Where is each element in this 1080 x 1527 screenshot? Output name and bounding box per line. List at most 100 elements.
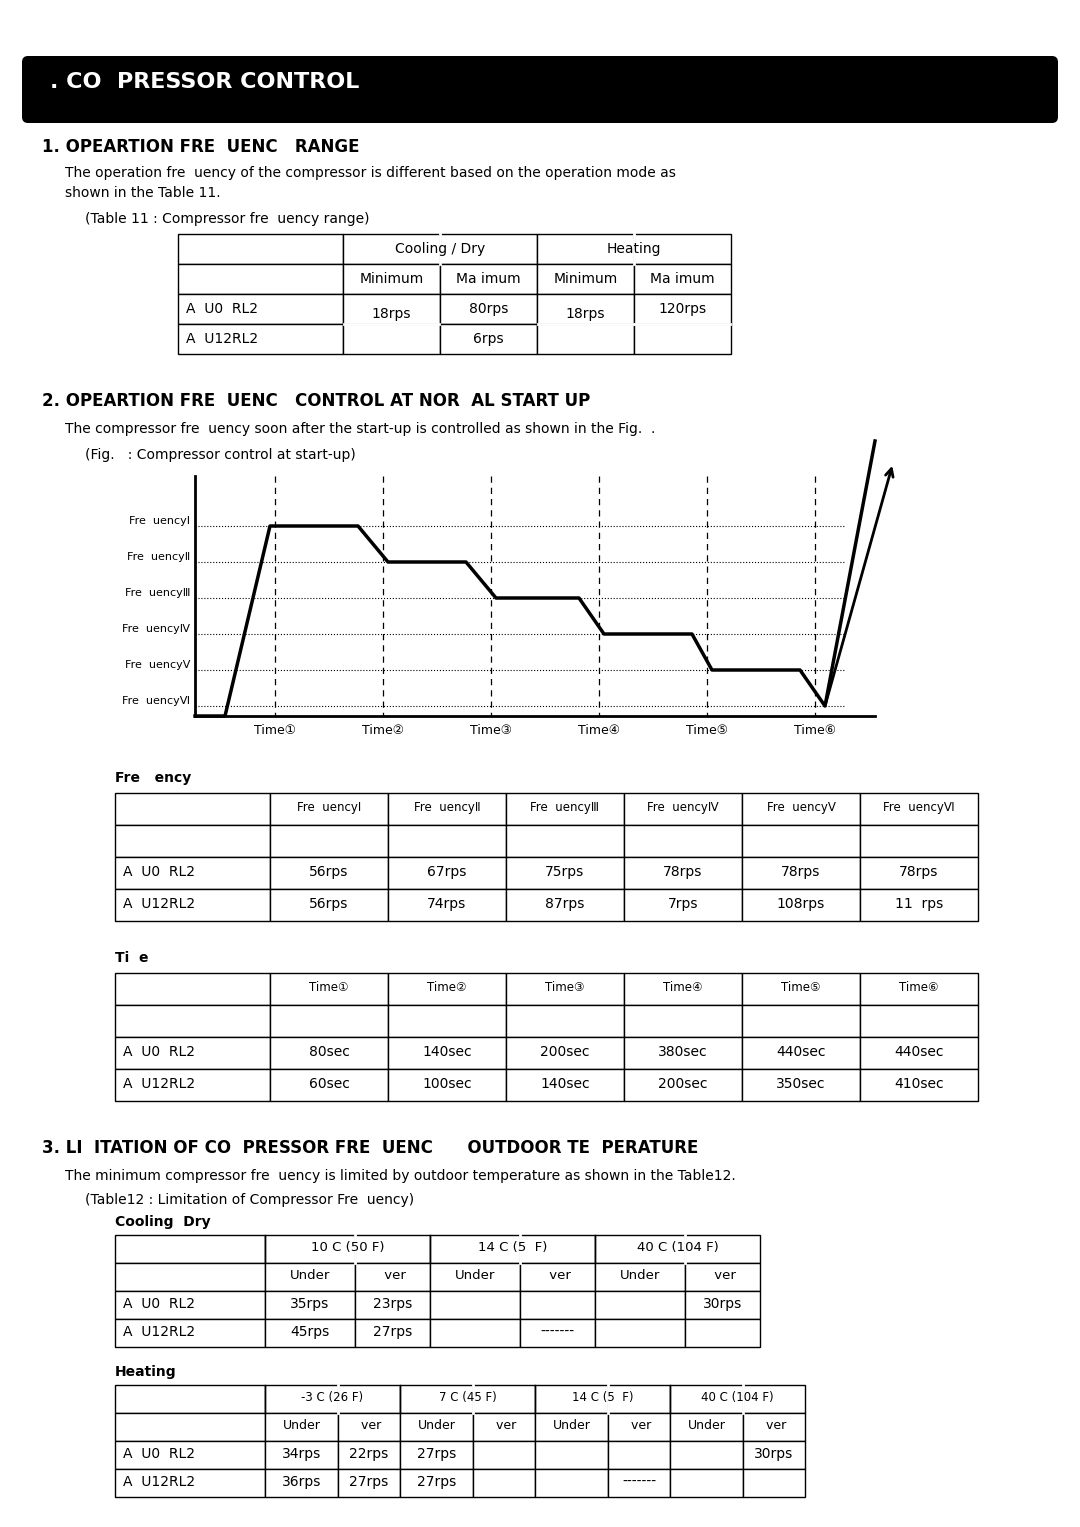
Text: 27rps: 27rps (417, 1475, 456, 1489)
Bar (265, 1441, 338, 1469)
Bar (440, 295, 537, 324)
Text: Time③: Time③ (545, 980, 584, 994)
Text: Fre  uencyⅤ: Fre uencyⅤ (124, 660, 190, 670)
Bar (743, 1385, 805, 1412)
Text: Under: Under (289, 1269, 330, 1283)
Bar (860, 973, 978, 1005)
Text: Time④: Time④ (578, 724, 620, 738)
Text: Time②: Time② (362, 724, 404, 738)
Text: Under: Under (688, 1419, 726, 1432)
Text: Fre  uencyⅡ: Fre uencyⅡ (126, 551, 190, 562)
Text: (Table 11 : Compressor fre  uency range): (Table 11 : Compressor fre uency range) (85, 212, 369, 226)
Text: -------: ------- (622, 1475, 656, 1489)
Bar (595, 1263, 685, 1290)
Bar (670, 1441, 743, 1469)
Text: Under: Under (455, 1269, 496, 1283)
Bar (624, 825, 742, 857)
Text: Fre  uencyⅣ: Fre uencyⅣ (647, 802, 719, 814)
Bar (270, 1005, 388, 1037)
Bar (388, 889, 507, 921)
Text: Heating: Heating (114, 1365, 177, 1379)
Text: Fre  uencyⅠ: Fre uencyⅠ (297, 802, 361, 814)
Bar (537, 264, 634, 295)
Bar (860, 889, 978, 921)
Bar (860, 1005, 978, 1037)
Bar (742, 889, 860, 921)
Bar (507, 825, 624, 857)
Bar (178, 234, 343, 264)
Bar (178, 324, 343, 354)
Text: shown in the Table 11.: shown in the Table 11. (65, 186, 220, 200)
Text: 2. OPEARTION FRE  UENC   CONTROL AT NOR  AL START UP: 2. OPEARTION FRE UENC CONTROL AT NOR AL … (42, 392, 591, 411)
Text: 40 C (104 F): 40 C (104 F) (636, 1241, 718, 1254)
Text: 200sec: 200sec (540, 1044, 590, 1060)
Bar (338, 1469, 400, 1496)
Text: . CO  PRESSOR CONTROL: . CO PRESSOR CONTROL (50, 72, 360, 92)
Text: Time⑤: Time⑤ (781, 980, 821, 994)
Bar (624, 889, 742, 921)
Bar (742, 857, 860, 889)
Bar (440, 264, 537, 295)
Text: Time③: Time③ (470, 724, 512, 738)
Text: Ma imum: Ma imum (650, 272, 715, 286)
Bar (634, 324, 731, 354)
Bar (355, 1263, 430, 1290)
Bar (114, 857, 270, 889)
Bar (430, 1290, 519, 1319)
Text: Fre  uencyⅡ: Fre uencyⅡ (414, 802, 481, 814)
Text: 120rps: 120rps (659, 302, 706, 316)
Bar (537, 324, 634, 354)
Bar (114, 793, 270, 825)
Bar (270, 973, 388, 1005)
Text: Fre  uencyⅣ: Fre uencyⅣ (122, 625, 190, 634)
Text: -------: ------- (540, 1325, 575, 1339)
Text: The compressor fre  uency soon after the start-up is controlled as shown in the : The compressor fre uency soon after the … (65, 421, 656, 437)
Bar (355, 1319, 430, 1347)
Bar (742, 1037, 860, 1069)
Bar (595, 1235, 685, 1263)
Bar (114, 889, 270, 921)
Bar (634, 295, 731, 324)
Bar (742, 1005, 860, 1037)
Text: Fre  uencyⅥ: Fre uencyⅥ (883, 802, 955, 814)
Text: 30rps: 30rps (703, 1296, 742, 1312)
Bar (634, 264, 731, 295)
Bar (114, 973, 270, 1005)
Text: 34rps: 34rps (282, 1448, 321, 1461)
Text: 380sec: 380sec (658, 1044, 707, 1060)
Bar (114, 1385, 265, 1412)
Text: ver: ver (626, 1419, 651, 1432)
Text: Under: Under (553, 1419, 591, 1432)
Bar (338, 1412, 400, 1441)
Text: 40 C (104 F): 40 C (104 F) (701, 1391, 773, 1403)
Bar (270, 857, 388, 889)
Bar (634, 234, 731, 264)
Text: 36rps: 36rps (282, 1475, 321, 1489)
Bar (473, 1469, 535, 1496)
Bar (595, 1290, 685, 1319)
Bar (507, 1037, 624, 1069)
Bar (270, 889, 388, 921)
Bar (519, 1290, 595, 1319)
Bar (507, 1069, 624, 1101)
Bar (595, 1319, 685, 1347)
Bar (624, 857, 742, 889)
Text: Heating: Heating (607, 241, 661, 257)
Bar (400, 1385, 473, 1412)
Bar (860, 1037, 978, 1069)
Bar (343, 324, 440, 354)
Bar (265, 1412, 338, 1441)
Text: 140sec: 140sec (422, 1044, 472, 1060)
Bar (685, 1263, 760, 1290)
Bar (430, 1263, 519, 1290)
Text: 7rps: 7rps (667, 896, 699, 912)
Bar (400, 1441, 473, 1469)
Text: 3. LI  ITATION OF CO  PRESSOR FRE  UENC      OUTDOOR TE  PERATURE: 3. LI ITATION OF CO PRESSOR FRE UENC OUT… (42, 1139, 699, 1157)
Bar (178, 264, 343, 295)
Bar (519, 1263, 595, 1290)
Text: 10 C (50 F): 10 C (50 F) (311, 1241, 384, 1254)
Text: 60sec: 60sec (309, 1077, 350, 1090)
Bar (343, 295, 440, 324)
Text: A  U0  RL2: A U0 RL2 (123, 1448, 195, 1461)
Text: 56rps: 56rps (309, 896, 349, 912)
